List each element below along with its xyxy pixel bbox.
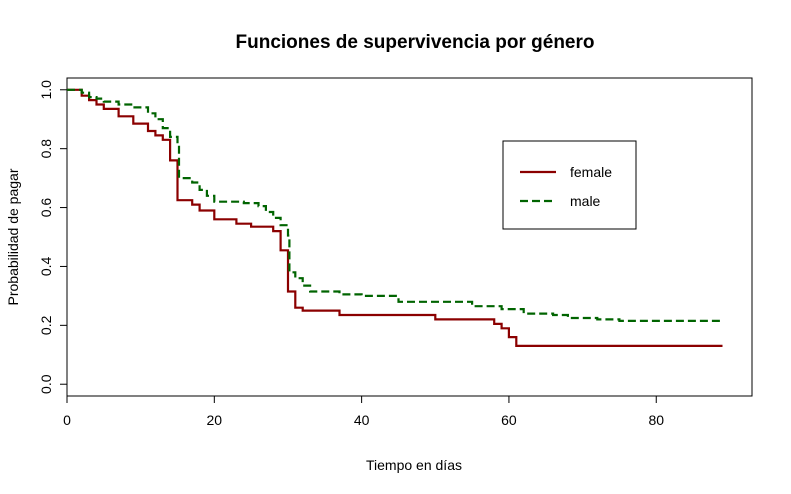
- y-axis: 0.0 0.2 0.4 0.6 0.8 1.0: [38, 80, 68, 394]
- series-layer: [67, 88, 723, 347]
- chart-title: Funciones de supervivencia por género: [236, 32, 595, 53]
- x-tick-label: 40: [354, 412, 370, 428]
- y-axis-label: Probabilidad de pagar: [5, 168, 21, 305]
- y-tick-label: 0.4: [38, 257, 54, 277]
- legend-label-male: male: [570, 193, 601, 209]
- x-axis: 0 20 40 60 80: [63, 395, 664, 428]
- legend-box: [502, 140, 637, 230]
- x-axis-label: Tiempo en días: [366, 457, 462, 473]
- legend-label-female: female: [570, 164, 612, 180]
- y-tick-label: 1.0: [38, 80, 54, 100]
- x-tick-label: 60: [501, 412, 517, 428]
- plot-frame: [66, 77, 753, 397]
- y-tick-label: 0.0: [38, 374, 54, 394]
- series-line-female: [67, 88, 723, 347]
- x-tick-label: 0: [63, 412, 71, 428]
- x-tick-label: 80: [648, 412, 664, 428]
- x-tick-label: 20: [207, 412, 223, 428]
- y-tick-label: 0.8: [38, 139, 54, 159]
- y-tick-label: 0.6: [38, 198, 54, 218]
- series-line-male: [67, 88, 723, 322]
- legend: female male: [502, 140, 637, 230]
- y-tick-label: 0.2: [38, 315, 54, 335]
